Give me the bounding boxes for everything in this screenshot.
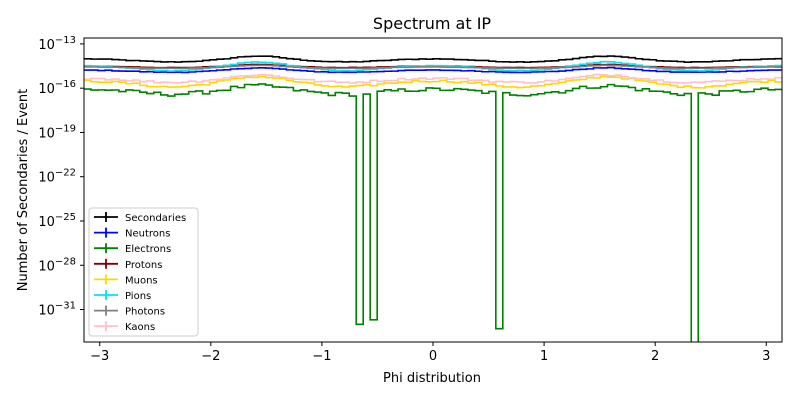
series-line-photons xyxy=(84,64,782,70)
x-tick-label: 1 xyxy=(540,349,548,364)
legend-entry-neutrons: Neutrons xyxy=(94,227,170,240)
x-tick-label: 3 xyxy=(762,349,770,364)
y-axis: 10−31 10−28 10−25 10−22 10−19 10−16 10−13 xyxy=(38,35,84,319)
legend-entry-electrons: Electrons xyxy=(94,243,171,255)
legend-entry-kaons: Kaons xyxy=(94,321,155,333)
series-line-secondaries xyxy=(84,55,782,63)
y-tick-label: 10−22 xyxy=(38,168,76,186)
legend-entry-pions: Pions xyxy=(94,290,151,302)
legend-label: Muons xyxy=(125,275,158,286)
series-line-neutrons xyxy=(84,66,782,74)
x-axis: −3 −2 −1 0 1 2 3 xyxy=(90,342,770,364)
x-tick-label: 2 xyxy=(651,349,659,364)
legend-label: Electrons xyxy=(125,244,171,255)
y-tick-label: 10−31 xyxy=(38,301,76,319)
legend-box xyxy=(88,207,199,337)
series-line-muons xyxy=(84,75,782,89)
y-tick-label: 10−25 xyxy=(38,212,76,230)
series-line-kaons xyxy=(84,73,782,84)
x-tick-label: −3 xyxy=(90,349,109,364)
y-axis-label: Number of Secondaries / Event xyxy=(16,89,31,291)
x-tick-label: 0 xyxy=(429,349,437,364)
legend-label: Protons xyxy=(125,260,162,271)
chart-title: Spectrum at IP xyxy=(373,14,492,33)
legend-label: Photons xyxy=(125,307,165,318)
series-layer xyxy=(84,55,782,342)
legend: Secondaries Neutrons Electrons Protons Muons… xyxy=(88,207,199,337)
y-tick-label: 10−13 xyxy=(38,35,76,53)
legend-entry-protons: Protons xyxy=(94,258,162,271)
legend-label: Neutrons xyxy=(125,229,170,240)
legend-entry-photons: Photons xyxy=(94,305,165,318)
legend-label: Secondaries xyxy=(125,213,186,224)
y-tick-label: 10−16 xyxy=(38,79,76,97)
legend-label: Pions xyxy=(125,291,151,302)
x-tick-label: −1 xyxy=(312,349,331,364)
legend-label: Kaons xyxy=(125,322,155,333)
y-tick-label: 10−19 xyxy=(38,123,76,141)
series-line-electrons xyxy=(84,83,782,342)
x-tick-label: −2 xyxy=(201,349,220,364)
x-axis-label: Phi distribution xyxy=(383,371,481,386)
legend-entry-muons: Muons xyxy=(94,274,158,286)
y-tick-label: 10−28 xyxy=(38,256,76,274)
legend-entry-secondaries: Secondaries xyxy=(94,212,186,224)
